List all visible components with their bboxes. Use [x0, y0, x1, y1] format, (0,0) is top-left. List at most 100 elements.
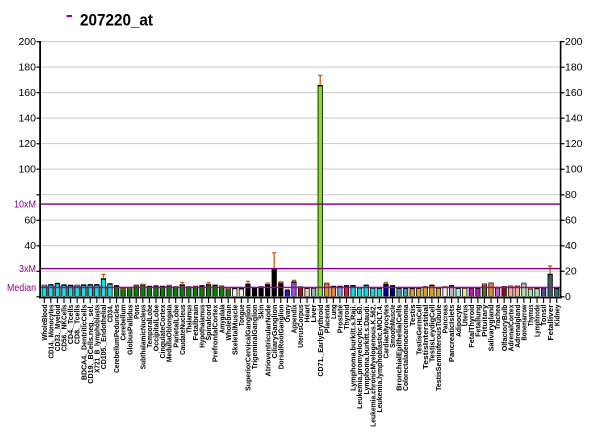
svg-text:40: 40	[565, 240, 577, 252]
svg-text:CD33._Myeloid: CD33._Myeloid	[55, 305, 62, 352]
svg-text:CD14._Monocytes: CD14._Monocytes	[48, 304, 55, 358]
svg-text:10xM: 10xM	[14, 200, 36, 211]
svg-text:CingulateCortex: CingulateCortex	[160, 304, 167, 358]
svg-text:PancreaticIslets: PancreaticIslets	[449, 304, 456, 362]
svg-text:Tongue: Tongue	[239, 304, 246, 326]
svg-text:Trachea: Trachea	[495, 304, 502, 329]
svg-text:120: 120	[18, 138, 36, 150]
svg-text:Salivarygland: Salivarygland	[489, 305, 496, 352]
svg-text:20: 20	[565, 266, 577, 278]
svg-text:Bonemarrow: Bonemarrow	[521, 304, 528, 340]
svg-text:Fetalliver: Fetalliver	[548, 304, 555, 340]
svg-text:OlfactoryBulb: OlfactoryBulb	[502, 305, 509, 352]
svg-text:Cerebellum: Cerebellum	[121, 305, 128, 341]
svg-text:TestisGermCell: TestisGermCell	[416, 304, 423, 354]
svg-text:Ovary: Ovary	[285, 304, 292, 322]
svg-text:SuperiorCervicalGanglion: SuperiorCervicalGanglion	[246, 305, 253, 391]
svg-text:Adrenalgland: Adrenalgland	[515, 305, 522, 348]
svg-text:AtrioventricularNode: AtrioventricularNode	[265, 304, 272, 376]
svg-text:TrigeminalGanglion: TrigeminalGanglion	[252, 305, 259, 370]
svg-text:160: 160	[565, 87, 583, 99]
svg-text:BDCA4._DentriticCells: BDCA4._DentriticCells	[81, 304, 88, 380]
svg-text:120: 120	[565, 138, 583, 150]
svg-text:AdrenalCortex: AdrenalCortex	[508, 304, 515, 351]
svg-text:Appendix: Appendix	[292, 304, 299, 333]
svg-text:SmoothMuscle: SmoothMuscle	[390, 304, 397, 347]
svg-text:CD56._NKCells: CD56._NKCells	[62, 304, 69, 351]
svg-text:180: 180	[565, 62, 583, 74]
svg-text:DorsalRootGanglion: DorsalRootGanglion	[278, 305, 285, 370]
svg-text:Liver: Liver	[311, 304, 318, 322]
svg-text:Spinalcord: Spinalcord	[206, 305, 213, 341]
svg-text:FetalThyroid: FetalThyroid	[469, 304, 476, 347]
svg-text:Leukemia.chronicMyelogenous.K.: Leukemia.chronicMyelogenous.K.562.	[370, 304, 377, 426]
svg-text:Pituitary: Pituitary	[482, 304, 489, 337]
svg-text:180: 180	[18, 62, 36, 74]
svg-text:Thymus: Thymus	[528, 304, 535, 326]
svg-text:80: 80	[565, 189, 577, 201]
svg-text:Skin: Skin	[259, 305, 266, 319]
svg-text:200: 200	[18, 36, 36, 48]
svg-text:Testis: Testis	[410, 304, 417, 326]
svg-text:Leukemia.promyelocytic.HL.60.: Leukemia.promyelocytic.HL.60.	[357, 304, 364, 408]
svg-text:Prostate: Prostate	[338, 304, 345, 333]
svg-text:GlobusPallidus: GlobusPallidus	[127, 304, 134, 355]
svg-text:PrefrontalCortex: PrefrontalCortex	[213, 304, 220, 362]
svg-text:X721_B_lymphoblasts: X721_B_lymphoblasts	[94, 304, 101, 372]
svg-text:Pancreas: Pancreas	[443, 304, 450, 333]
svg-text:CardiacMyocytes: CardiacMyocytes	[384, 304, 391, 358]
svg-text:Thalamus: Thalamus	[186, 304, 193, 333]
svg-text:Thyroid: Thyroid	[344, 305, 351, 330]
svg-text:CD34.: CD34.	[108, 304, 115, 322]
svg-text:Median: Median	[7, 283, 36, 294]
svg-text:CD71._EarlyErythroid: CD71._EarlyErythroid	[318, 305, 325, 377]
svg-text:SkeletalMuscle: SkeletalMuscle	[232, 304, 239, 354]
svg-text:CD105._Endothelial: CD105._Endothelial	[101, 304, 108, 369]
svg-text:CerebellumPeduncles: CerebellumPeduncles	[114, 304, 121, 372]
svg-text:Lymphoma.burkitt.s.Daudi.: Lymphoma.burkitt.s.Daudi.	[364, 304, 371, 394]
svg-text:TemporalLobe: TemporalLobe	[147, 304, 154, 347]
svg-text:60: 60	[24, 215, 36, 227]
svg-text:MedullaOblongata: MedullaOblongata	[167, 304, 174, 362]
svg-text:140: 140	[565, 113, 583, 125]
svg-text:3xM: 3xM	[19, 264, 36, 275]
svg-text:Amygdala: Amygdala	[219, 304, 226, 333]
svg-text:60: 60	[565, 215, 577, 227]
svg-text:CD8._Tcells: CD8._Tcells	[75, 304, 82, 344]
svg-text:Lymphoma.burkitt.s.Raji.: Lymphoma.burkitt.s.Raji.	[351, 304, 358, 390]
svg-text:100: 100	[565, 164, 583, 176]
svg-text:Hypothalamus: Hypothalamus	[200, 304, 207, 347]
svg-text:Placenta: Placenta	[324, 304, 331, 333]
svg-text:Leukemia.lymphoblastic.MOLT.4.: Leukemia.lymphoblastic.MOLT.4.	[377, 304, 384, 412]
svg-text:0: 0	[565, 291, 571, 303]
svg-text:200: 200	[565, 36, 583, 48]
svg-text:CD4._Tcells: CD4._Tcells	[68, 304, 75, 344]
svg-text:BronchialEpithelialCells: BronchialEpithelialCells	[397, 304, 404, 391]
svg-text:Adipocyte: Adipocyte	[456, 304, 463, 336]
svg-text:Wholebrain: Wholebrain	[226, 305, 233, 341]
svg-text:40: 40	[24, 240, 36, 252]
svg-text:207220_at: 207220_at	[80, 11, 153, 30]
svg-text:CiliaryGanglion: CiliaryGanglion	[272, 305, 279, 359]
svg-text:TestisInterstitial: TestisInterstitial	[423, 304, 430, 369]
svg-text:100: 100	[18, 164, 36, 176]
svg-text:Pons: Pons	[134, 304, 141, 318]
svg-text:Lung: Lung	[331, 305, 338, 319]
svg-text:CD19._BCells.neg._sel.: CD19._BCells.neg._sel.	[88, 304, 95, 383]
svg-text:UterusCorpus: UterusCorpus	[298, 304, 305, 347]
svg-text:Lymphnode: Lymphnode	[535, 304, 542, 336]
svg-text:140: 140	[18, 113, 36, 125]
svg-text:CaudateNucleus: CaudateNucleus	[180, 304, 187, 354]
svg-text:Heart: Heart	[305, 304, 312, 323]
svg-text:Tonsil: Tonsil	[541, 304, 548, 326]
svg-text:ParietalLobe: ParietalLobe	[173, 304, 180, 347]
svg-text:Kidney: Kidney	[554, 304, 561, 326]
svg-text:Fetalbrain: Fetalbrain	[193, 305, 200, 341]
svg-text:Uterus: Uterus	[462, 304, 469, 326]
svg-text:Fetallung: Fetallung	[475, 305, 482, 337]
svg-text:SubthalamicNucleus: SubthalamicNucleus	[140, 304, 147, 369]
svg-text:OccipitalLobe: OccipitalLobe	[154, 304, 161, 351]
svg-text:TestisSeminiferousTubule: TestisSeminiferousTubule	[436, 304, 443, 391]
svg-text:WholeBlood: WholeBlood	[42, 305, 49, 341]
svg-text:Colorectaladenocarcinoma: Colorectaladenocarcinoma	[403, 304, 410, 390]
